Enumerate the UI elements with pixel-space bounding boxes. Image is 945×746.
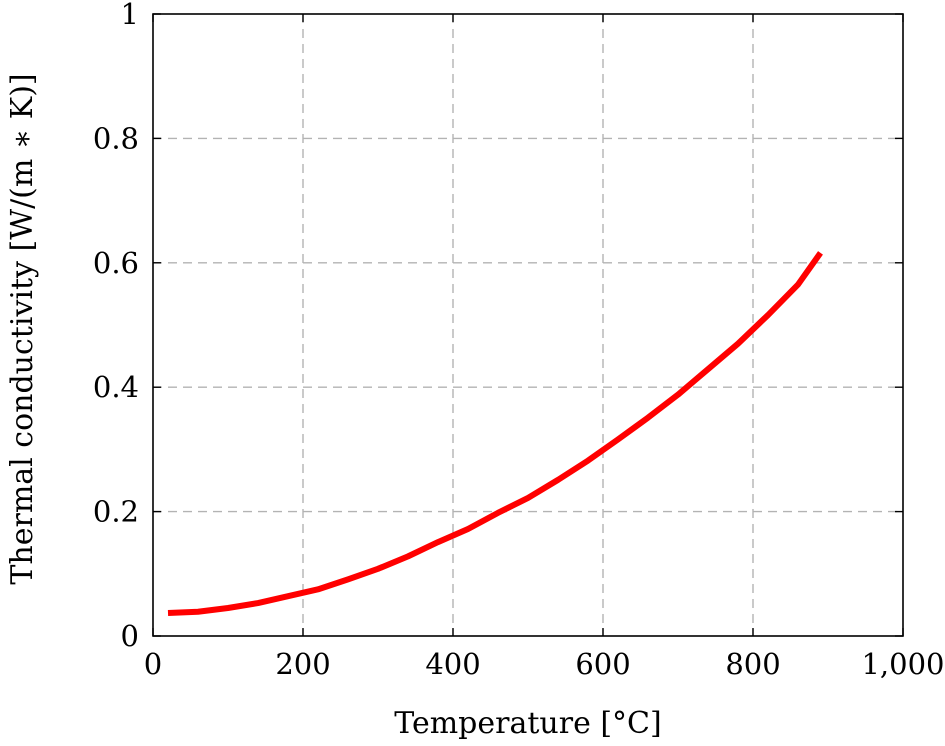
- x-tick-label: 600: [575, 647, 630, 681]
- y-axis-title: Thermal conductivity [W/(m ∗ K)]: [5, 73, 40, 584]
- y-tick-label: 0.4: [93, 370, 139, 404]
- x-axis-title: Temperature [°C]: [394, 706, 661, 741]
- y-tick-label: 0.8: [93, 121, 139, 155]
- plot-frame: [152, 13, 904, 637]
- series-line: [167, 251, 823, 616]
- x-tick-label: 800: [725, 647, 780, 681]
- x-tick-labels: 0 200 400 600 800 1,000: [144, 647, 945, 681]
- series-layer: [167, 251, 823, 616]
- y-tick-label: 1: [121, 0, 139, 31]
- y-tick-label: 0.6: [93, 246, 139, 280]
- x-tick-label: 400: [425, 647, 480, 681]
- y-tick-label: 0: [121, 619, 139, 653]
- y-tick-label: 0.2: [93, 495, 139, 529]
- tick-marks: [152, 13, 904, 637]
- y-tick-labels: 0 0.2 0.4 0.6 0.8 1: [93, 0, 139, 653]
- x-tick-label: 200: [275, 647, 330, 681]
- x-tick-label: 1,000: [861, 647, 944, 681]
- grid-lines: [153, 14, 903, 636]
- x-tick-label: 0: [144, 647, 162, 681]
